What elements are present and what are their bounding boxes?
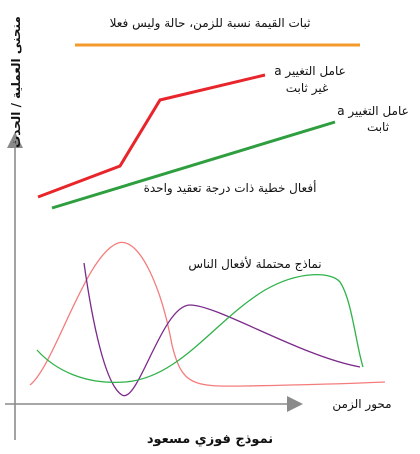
- x-axis-label: محور الزمن: [332, 397, 391, 412]
- green-line-label-1: عامل التغيير a: [337, 104, 409, 119]
- red-line-label-1: عامل التغيير a: [274, 64, 346, 79]
- orange-line-label: ثبات القيمة نسبة للزمن، حالة وليس فعلا: [110, 16, 311, 31]
- footer-title: نموذج فوزي مسعود: [147, 432, 273, 447]
- curves-caption: نماذج محتملة لأفعال الناس: [188, 256, 321, 272]
- purple-behavior-curve: [83, 262, 361, 397]
- green-line-label-2: ثابت: [367, 120, 389, 134]
- green-behavior-curve: [36, 274, 364, 384]
- green-line-caption: أفعال خطية ذات درجة تعقيد واحدة: [144, 180, 317, 196]
- pink-behavior-curve: [29, 241, 386, 387]
- red-variable-line: [37, 73, 266, 199]
- red-line-label-2: غير ثابت: [286, 81, 328, 96]
- green-linear-line: [51, 120, 336, 210]
- y-axis-label: منحنى العملية / الحدث: [9, 16, 23, 148]
